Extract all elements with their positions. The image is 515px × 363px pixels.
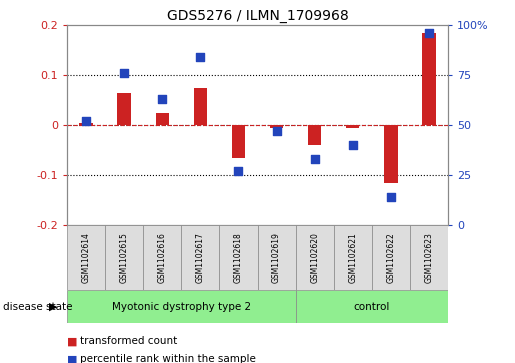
Bar: [334, 225, 372, 290]
Bar: [117, 93, 131, 125]
Point: [196, 54, 204, 60]
Text: GSM1102616: GSM1102616: [158, 232, 167, 283]
Text: transformed count: transformed count: [80, 336, 177, 346]
Bar: [422, 33, 436, 125]
Text: GSM1102622: GSM1102622: [386, 232, 396, 283]
Text: Myotonic dystrophy type 2: Myotonic dystrophy type 2: [112, 302, 251, 312]
Point: [158, 96, 166, 102]
Bar: [372, 225, 410, 290]
Bar: [67, 225, 105, 290]
Text: ■: ■: [67, 354, 77, 363]
Text: ■: ■: [67, 336, 77, 346]
Text: percentile rank within the sample: percentile rank within the sample: [80, 354, 256, 363]
Bar: [219, 225, 258, 290]
Text: GSM1102620: GSM1102620: [310, 232, 319, 283]
Point: [349, 142, 357, 148]
Bar: [181, 225, 219, 290]
Point: [272, 128, 281, 134]
Text: GSM1102618: GSM1102618: [234, 232, 243, 283]
Bar: [346, 125, 359, 128]
Bar: [143, 225, 181, 290]
Point: [82, 118, 90, 124]
Point: [311, 156, 319, 162]
Bar: [156, 113, 169, 125]
Bar: [296, 290, 448, 323]
Text: GSM1102623: GSM1102623: [424, 232, 434, 283]
Bar: [67, 290, 296, 323]
Bar: [194, 88, 207, 125]
Point: [387, 194, 395, 200]
Bar: [270, 125, 283, 128]
Text: ▶: ▶: [49, 302, 58, 312]
Point: [120, 70, 128, 76]
Text: GSM1102614: GSM1102614: [81, 232, 91, 283]
Text: control: control: [354, 302, 390, 312]
Bar: [296, 225, 334, 290]
Bar: [232, 125, 245, 158]
Bar: [258, 225, 296, 290]
Text: GSM1102617: GSM1102617: [196, 232, 205, 283]
Text: GSM1102615: GSM1102615: [119, 232, 129, 283]
Point: [425, 30, 433, 36]
Bar: [308, 125, 321, 145]
Bar: [384, 125, 398, 183]
Bar: [105, 225, 143, 290]
Bar: [410, 225, 448, 290]
Text: disease state: disease state: [3, 302, 72, 312]
Bar: [79, 123, 93, 125]
Title: GDS5276 / ILMN_1709968: GDS5276 / ILMN_1709968: [167, 9, 348, 23]
Point: [234, 168, 243, 174]
Text: GSM1102619: GSM1102619: [272, 232, 281, 283]
Text: GSM1102621: GSM1102621: [348, 232, 357, 283]
